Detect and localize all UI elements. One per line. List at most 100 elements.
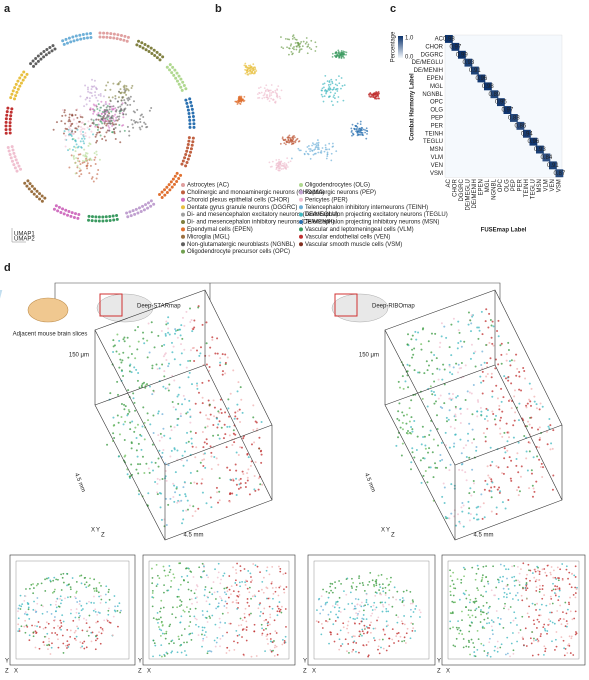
cell-dot	[480, 609, 482, 611]
cell-dot	[465, 479, 468, 482]
cell-dot	[289, 137, 292, 140]
row-label: AC	[435, 37, 444, 43]
cell-dot	[371, 609, 374, 611]
cell-dot	[574, 633, 577, 636]
cell-dot	[169, 425, 172, 428]
cell-dot	[234, 433, 237, 436]
cell-dot	[441, 458, 444, 461]
cell-dot	[168, 333, 171, 336]
cell-dot	[472, 438, 475, 441]
cell-dot	[189, 430, 192, 433]
cell-dot	[189, 570, 192, 573]
cell-dot	[104, 89, 107, 92]
cell-dot	[174, 328, 177, 331]
cell-dot	[258, 447, 261, 450]
cell-dot	[497, 319, 500, 322]
cell-dot	[119, 358, 122, 361]
cell-dot	[152, 469, 155, 472]
cell-dot	[263, 96, 266, 99]
cell-dot	[172, 345, 175, 348]
cell-dot	[128, 370, 131, 373]
cell-dot	[263, 87, 266, 90]
cell-dot	[243, 628, 246, 630]
cell-dot	[72, 118, 75, 121]
cell-dot	[205, 438, 208, 441]
cell-dot	[458, 632, 461, 635]
cell-dot	[337, 55, 340, 58]
cell-dot	[204, 631, 207, 633]
ring-dot	[105, 219, 109, 223]
cell-dot	[25, 624, 28, 627]
cell-dot	[391, 638, 394, 641]
cell-dot	[317, 141, 320, 144]
cell-dot	[185, 441, 188, 444]
cell-dot	[469, 598, 472, 601]
cell-dot	[136, 455, 139, 458]
cell-dot	[403, 615, 406, 617]
cell-dot	[328, 618, 331, 621]
cell-dot	[399, 598, 401, 601]
cell-dot	[554, 585, 557, 587]
ring-dot	[137, 39, 141, 43]
cell-dot	[459, 629, 462, 632]
ring-dot	[87, 214, 91, 218]
cell-dot	[565, 625, 568, 628]
cell-dot	[83, 137, 86, 140]
cell-dot	[432, 391, 435, 394]
cell-dot	[488, 622, 491, 624]
cell-dot	[108, 108, 111, 111]
cell-dot	[173, 484, 176, 487]
cell-dot	[77, 153, 80, 156]
cell-dot	[489, 655, 492, 658]
cell-dot	[230, 593, 232, 596]
cell-dot	[269, 89, 272, 92]
cell-dot	[100, 632, 103, 635]
cell-dot	[548, 623, 551, 626]
cell-dot	[82, 130, 85, 133]
cell-dot	[444, 466, 447, 469]
cell-dot	[79, 641, 82, 644]
cell-dot	[89, 164, 92, 167]
cell-dot	[481, 576, 484, 579]
legend-label: Telencephalon projecting inhibitory neur…	[305, 220, 439, 226]
cell-dot	[279, 585, 282, 588]
ring-dot	[40, 199, 44, 203]
cell-dot	[195, 623, 197, 626]
cell-dot	[272, 592, 275, 595]
cell-dot	[460, 506, 463, 509]
cell-dot	[490, 372, 493, 375]
cell-dot	[114, 610, 117, 613]
cell-dot	[59, 626, 61, 629]
cell-dot	[452, 571, 455, 574]
cell-dot	[360, 601, 363, 604]
cell-dot	[501, 472, 504, 475]
ring-dot	[8, 117, 12, 121]
cell-dot	[365, 625, 368, 628]
cell-dot	[382, 605, 385, 608]
cell-dot	[82, 134, 85, 137]
cell-dot	[571, 618, 574, 621]
cell-dot	[161, 477, 164, 480]
cell-dot	[184, 650, 186, 652]
ring-dot	[112, 36, 116, 40]
cell-dot	[365, 593, 368, 596]
cell-dot	[434, 462, 437, 465]
cell-dot	[372, 604, 375, 607]
cell-dot	[291, 140, 294, 142]
ring-dot	[90, 219, 94, 223]
cell-dot	[539, 584, 541, 587]
cell-dot	[235, 584, 238, 586]
cell-dot	[90, 177, 93, 180]
cell-dot	[151, 589, 154, 592]
row-label: OLG	[430, 108, 443, 114]
cell-dot	[512, 424, 515, 427]
legend-marker	[299, 212, 303, 217]
cell-dot	[471, 614, 474, 617]
cell-dot	[38, 626, 41, 628]
ring-dot	[161, 55, 165, 59]
cell-dot	[525, 457, 528, 460]
cell-dot	[212, 399, 215, 402]
cell-dot	[201, 633, 203, 636]
cell-dot	[241, 619, 244, 622]
cell-dot	[262, 612, 265, 615]
